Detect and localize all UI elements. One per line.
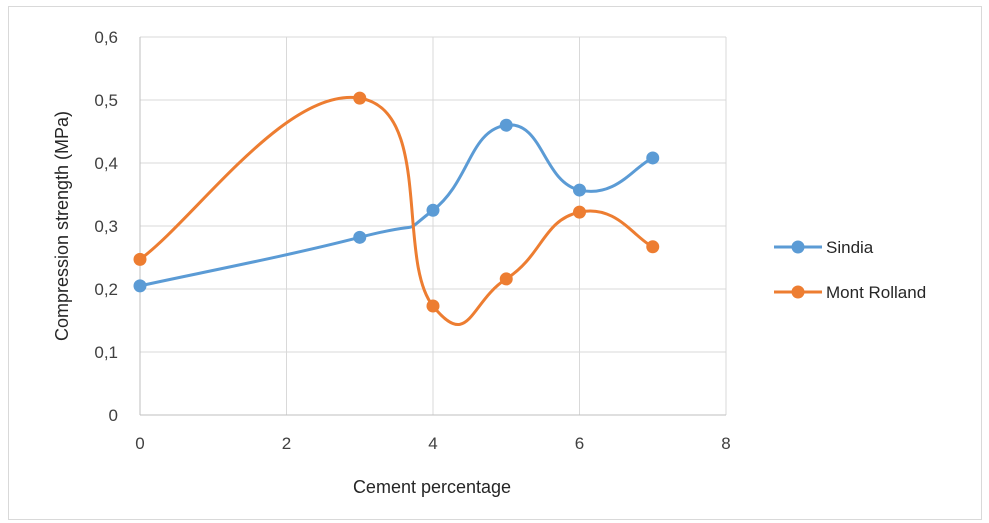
y-tick-label: 0,4 (94, 154, 118, 173)
y-tick-label: 0,1 (94, 343, 118, 362)
x-axis-title: Cement percentage (353, 477, 511, 497)
data-point-mont-rolland (646, 240, 660, 254)
x-tick-label: 6 (575, 434, 584, 453)
legend-marker-mont-rolland (791, 285, 805, 299)
x-tick-label: 0 (135, 434, 144, 453)
data-point-mont-rolland (573, 205, 586, 219)
data-point-mont-rolland (353, 91, 367, 105)
data-point-sindia (426, 203, 440, 217)
data-point-mont-rolland (499, 272, 513, 286)
y-tick-label: 0,5 (94, 91, 118, 110)
data-point-sindia (573, 183, 586, 197)
series-line-sindia (138, 123, 655, 288)
legend-label-mont-rolland: Mont Rolland (826, 283, 926, 302)
chart-frame (8, 6, 982, 520)
legend-marker-sindia (791, 240, 805, 254)
gridlines (140, 36, 727, 415)
legend: Sindia Mont Rolland (774, 238, 926, 302)
y-tick-label: 0,3 (94, 217, 118, 236)
y-tick-label: 0,2 (94, 280, 118, 299)
y-tick-label: 0,6 (94, 28, 118, 47)
data-point-sindia (646, 151, 660, 165)
legend-label-sindia: Sindia (826, 238, 874, 257)
y-axis-title: Compression strength (MPa) (52, 111, 72, 341)
x-tick-label: 4 (428, 434, 437, 453)
x-tick-label: 8 (721, 434, 730, 453)
data-point-sindia (499, 118, 513, 132)
axes: 0 0,1 0,2 0,3 0,4 0,5 0,6 0 2 4 6 8 (94, 28, 730, 453)
data-point-mont-rolland (426, 299, 440, 313)
data-point-sindia (353, 230, 367, 244)
series-layer (133, 91, 660, 326)
data-point-sindia (133, 279, 147, 293)
y-tick-label: 0 (109, 406, 118, 425)
data-point-mont-rolland (133, 252, 147, 266)
x-tick-label: 2 (282, 434, 291, 453)
